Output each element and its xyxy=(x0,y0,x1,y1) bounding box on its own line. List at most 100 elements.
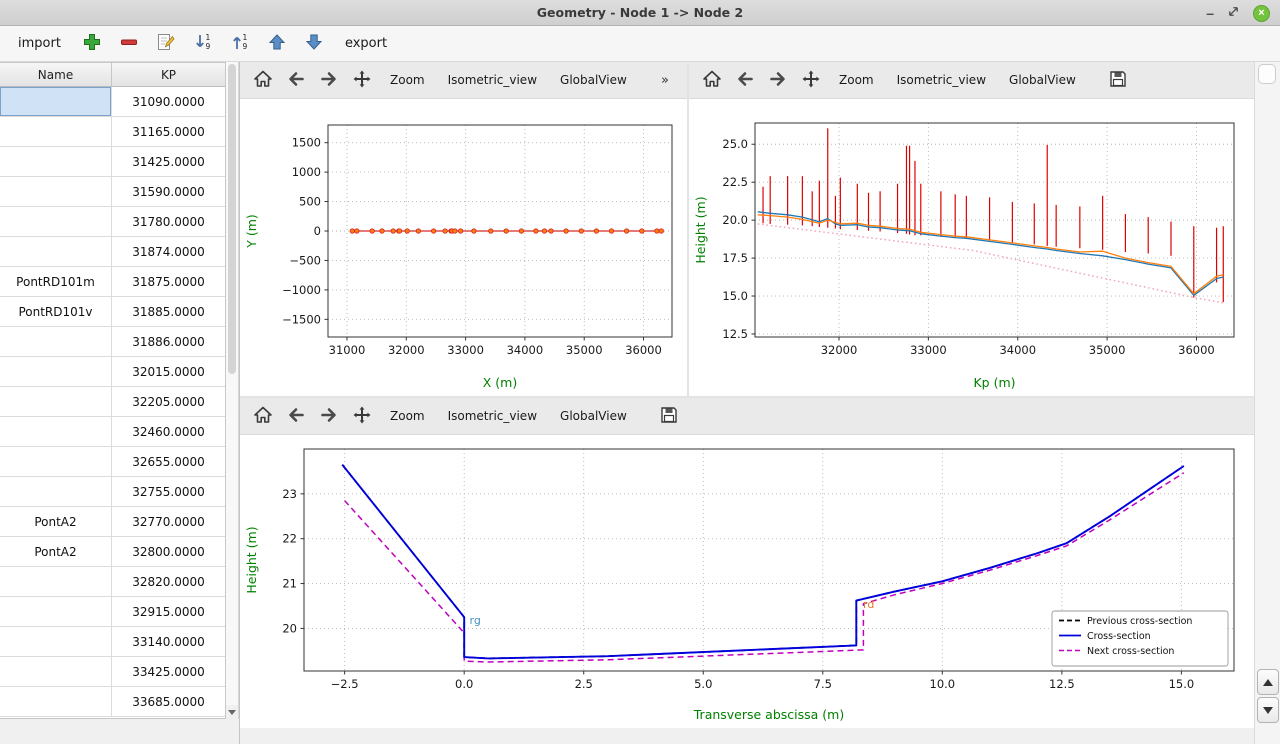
table-row[interactable]: 31886.0000 xyxy=(0,327,225,357)
name-cell[interactable] xyxy=(0,597,112,626)
name-cell[interactable]: PontA2 xyxy=(0,507,112,536)
table-row[interactable]: PontRD101m 31875.0000 xyxy=(0,267,225,297)
table-row[interactable]: 31425.0000 xyxy=(0,147,225,177)
kp-cell[interactable]: 32205.0000 xyxy=(132,394,205,409)
name-cell[interactable] xyxy=(0,87,112,116)
table-row[interactable]: 32015.0000 xyxy=(0,357,225,387)
pan-button[interactable] xyxy=(347,66,377,94)
name-cell[interactable] xyxy=(0,177,112,206)
sort-descending-button[interactable]: 1 9 xyxy=(191,32,215,56)
save-figure-button[interactable] xyxy=(1103,66,1133,94)
add-cross-section-button[interactable] xyxy=(80,32,104,56)
close-button[interactable]: × xyxy=(1253,3,1270,23)
table-row[interactable]: 33140.0000 xyxy=(0,627,225,657)
table-scrollbar-track[interactable] xyxy=(226,62,238,705)
toolbar-overflow-button[interactable]: » xyxy=(651,67,679,94)
kp-cell[interactable]: 31165.0000 xyxy=(132,124,205,139)
global-view-button[interactable]: GlobalView xyxy=(550,67,637,93)
kp-cell[interactable]: 32800.0000 xyxy=(132,544,205,559)
name-cell[interactable] xyxy=(0,327,112,356)
global-view-button[interactable]: GlobalView xyxy=(999,67,1086,93)
import-button[interactable]: import xyxy=(12,32,67,55)
global-view-button[interactable]: GlobalView xyxy=(550,403,637,429)
window-scrollbar[interactable] xyxy=(1254,62,1280,744)
table-row[interactable]: 31874.0000 xyxy=(0,237,225,267)
table-row[interactable]: PontA2 32800.0000 xyxy=(0,537,225,567)
kp-cell[interactable]: 33685.0000 xyxy=(132,694,205,709)
zoom-button[interactable]: Zoom xyxy=(829,67,884,93)
scroll-up-button[interactable] xyxy=(1256,669,1279,695)
table-row[interactable]: 31090.0000 xyxy=(0,87,225,117)
back-button[interactable] xyxy=(281,66,311,94)
name-cell[interactable] xyxy=(0,657,112,686)
sort-ascending-button[interactable]: 1 9 xyxy=(228,32,252,56)
kp-cell[interactable]: 31886.0000 xyxy=(132,334,205,349)
cross-section-plot[interactable]: −2.5 0.0 2.5 5.0 7.5 10.0 12.5 15.0 20 21 22 23 Tran… xyxy=(240,435,1254,727)
name-cell[interactable]: PontRD101v xyxy=(0,297,112,326)
plan-view-plot[interactable]: 31000 32000 33000 34000 35000 36000 −1500 −1000… xyxy=(240,99,687,395)
table-row[interactable]: 32915.0000 xyxy=(0,597,225,627)
kp-cell[interactable]: 31425.0000 xyxy=(132,154,205,169)
kp-cell[interactable]: 32915.0000 xyxy=(132,604,205,619)
name-cell[interactable]: PontA2 xyxy=(0,537,112,566)
name-cell[interactable] xyxy=(0,357,112,386)
zoom-button[interactable]: Zoom xyxy=(380,67,435,93)
kp-cell[interactable]: 31875.0000 xyxy=(132,274,205,289)
kp-cell[interactable]: 32015.0000 xyxy=(132,364,205,379)
zoom-button[interactable]: Zoom xyxy=(380,403,435,429)
forward-button[interactable] xyxy=(314,66,344,94)
name-cell[interactable] xyxy=(0,417,112,446)
pan-button[interactable] xyxy=(347,402,377,430)
table-row[interactable]: PontRD101v 31885.0000 xyxy=(0,297,225,327)
kp-cell[interactable]: 31090.0000 xyxy=(132,94,205,109)
kp-cell[interactable]: 32655.0000 xyxy=(132,454,205,469)
name-cell[interactable] xyxy=(0,207,112,236)
save-figure-button[interactable] xyxy=(654,402,684,430)
table-row[interactable]: PontA2 32770.0000 xyxy=(0,507,225,537)
name-cell[interactable] xyxy=(0,447,112,476)
table-scroll-down-button[interactable] xyxy=(226,705,238,719)
table-row[interactable]: 33685.0000 xyxy=(0,687,225,717)
move-up-button[interactable] xyxy=(265,32,289,56)
export-button[interactable]: export xyxy=(339,32,393,55)
window-scrollbar-track[interactable] xyxy=(1255,62,1280,668)
name-cell[interactable] xyxy=(0,117,112,146)
back-button[interactable] xyxy=(281,402,311,430)
minimize-button[interactable]: – xyxy=(1206,5,1214,21)
name-cell[interactable] xyxy=(0,567,112,596)
forward-button[interactable] xyxy=(763,66,793,94)
profile-view-plot[interactable]: 32000 33000 34000 35000 36000 12.5 15.0 17.5 20.… xyxy=(689,99,1254,395)
kp-cell[interactable]: 31780.0000 xyxy=(132,214,205,229)
kp-cell[interactable]: 32460.0000 xyxy=(132,424,205,439)
home-button[interactable] xyxy=(697,66,727,94)
home-button[interactable] xyxy=(248,402,278,430)
table-row[interactable]: 31165.0000 xyxy=(0,117,225,147)
table-row[interactable]: 32655.0000 xyxy=(0,447,225,477)
isometric-view-button[interactable]: Isometric_view xyxy=(438,403,547,429)
name-cell[interactable] xyxy=(0,627,112,656)
kp-cell[interactable]: 32770.0000 xyxy=(132,514,205,529)
table-scrollbar-thumb[interactable] xyxy=(228,64,236,374)
table-row[interactable]: 31780.0000 xyxy=(0,207,225,237)
kp-cell[interactable]: 31885.0000 xyxy=(132,304,205,319)
edit-button[interactable] xyxy=(154,32,178,56)
kp-cell[interactable]: 31874.0000 xyxy=(132,244,205,259)
table-row[interactable]: 31590.0000 xyxy=(0,177,225,207)
table-row[interactable]: 32755.0000 xyxy=(0,477,225,507)
isometric-view-button[interactable]: Isometric_view xyxy=(438,67,547,93)
name-cell[interactable] xyxy=(0,387,112,416)
move-down-button[interactable] xyxy=(302,32,326,56)
kp-cell[interactable]: 33140.0000 xyxy=(132,634,205,649)
remove-cross-section-button[interactable] xyxy=(117,32,141,56)
home-button[interactable] xyxy=(248,66,278,94)
column-header-name[interactable]: Name xyxy=(0,63,112,86)
table-row[interactable]: 32205.0000 xyxy=(0,387,225,417)
back-button[interactable] xyxy=(730,66,760,94)
table-scrollbar[interactable] xyxy=(226,62,239,719)
kp-cell[interactable]: 33425.0000 xyxy=(132,664,205,679)
name-cell[interactable]: PontRD101m xyxy=(0,267,112,296)
table-row[interactable]: 33425.0000 xyxy=(0,657,225,687)
table-row[interactable]: 32820.0000 xyxy=(0,567,225,597)
name-cell[interactable] xyxy=(0,477,112,506)
column-header-kp[interactable]: KP xyxy=(160,67,177,82)
